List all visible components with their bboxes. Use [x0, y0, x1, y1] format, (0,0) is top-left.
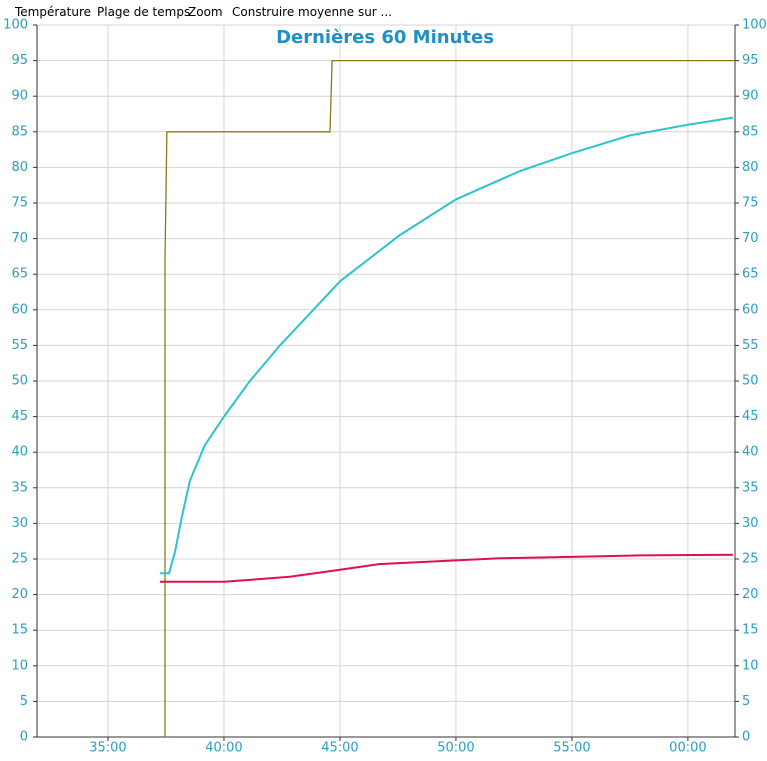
y-tick-label: 20: [11, 587, 28, 602]
y2-tick-label: 40: [742, 445, 759, 460]
x-tick-label: 50:00: [437, 741, 474, 756]
y-tick-label: 70: [11, 231, 28, 246]
y2-tick-label: 100: [742, 18, 767, 33]
menu-item[interactable]: Construire moyenne sur ...: [232, 5, 392, 19]
y2-tick-label: 10: [742, 658, 759, 673]
y2-tick-label: 50: [742, 374, 759, 389]
plot: 0510152025303540455055606570758085909510…: [3, 18, 767, 756]
data-line: [159, 116, 734, 575]
data-line: [164, 59, 735, 737]
y2-tick-label: 95: [742, 53, 759, 68]
menu-item[interactable]: Plage de temps: [97, 5, 191, 19]
x-tick-label: 35:00: [89, 741, 126, 756]
y2-tick-label: 85: [742, 124, 759, 139]
y-tick-label: 85: [11, 124, 28, 139]
y2-tick-label: 35: [742, 480, 759, 495]
y2-tick-label: 15: [742, 623, 759, 638]
y-tick-label: 60: [11, 302, 28, 317]
y-tick-label: 15: [11, 623, 28, 638]
menu-item[interactable]: Zoom: [188, 5, 223, 19]
y2-tick-label: 70: [742, 231, 759, 246]
y-tick-label: 90: [11, 89, 28, 104]
y2-tick-label: 45: [742, 409, 759, 424]
y-tick-label: 0: [20, 730, 28, 745]
x-tick-label: 00:00: [669, 741, 706, 756]
y-tick-label: 55: [11, 338, 28, 353]
y2-tick-label: 90: [742, 89, 759, 104]
menu-item[interactable]: Température: [15, 5, 92, 19]
y-tick-label: 65: [11, 267, 28, 282]
y2-tick-label: 80: [742, 160, 759, 175]
y2-tick-label: 65: [742, 267, 759, 282]
y-tick-label: 5: [20, 694, 28, 709]
y2-tick-label: 60: [742, 302, 759, 317]
y-tick-label: 80: [11, 160, 28, 175]
menu-bar: Température Plage de temps Zoom Construi…: [0, 0, 767, 24]
y2-tick-label: 25: [742, 552, 759, 567]
y2-tick-label: 0: [742, 730, 750, 745]
y-tick-label: 75: [11, 196, 28, 211]
x-tick-label: 55:00: [553, 741, 590, 756]
y-tick-label: 40: [11, 445, 28, 460]
chart-title: Dernières 60 Minutes: [276, 27, 494, 48]
y-tick-label: 25: [11, 552, 28, 567]
x-tick-label: 40:00: [205, 741, 242, 756]
y2-tick-label: 75: [742, 196, 759, 211]
y-tick-label: 95: [11, 53, 28, 68]
y-tick-label: 35: [11, 480, 28, 495]
x-tick-label: 45:00: [321, 741, 358, 756]
data-line: [159, 553, 733, 583]
y-tick-label: 30: [11, 516, 28, 531]
y2-tick-label: 5: [742, 694, 750, 709]
y2-tick-label: 20: [742, 587, 759, 602]
y-tick-label: 50: [11, 374, 28, 389]
y-tick-label: 10: [11, 658, 28, 673]
y2-tick-label: 30: [742, 516, 759, 531]
y2-tick-label: 55: [742, 338, 759, 353]
y-tick-label: 100: [3, 18, 28, 33]
y-tick-label: 45: [11, 409, 28, 424]
